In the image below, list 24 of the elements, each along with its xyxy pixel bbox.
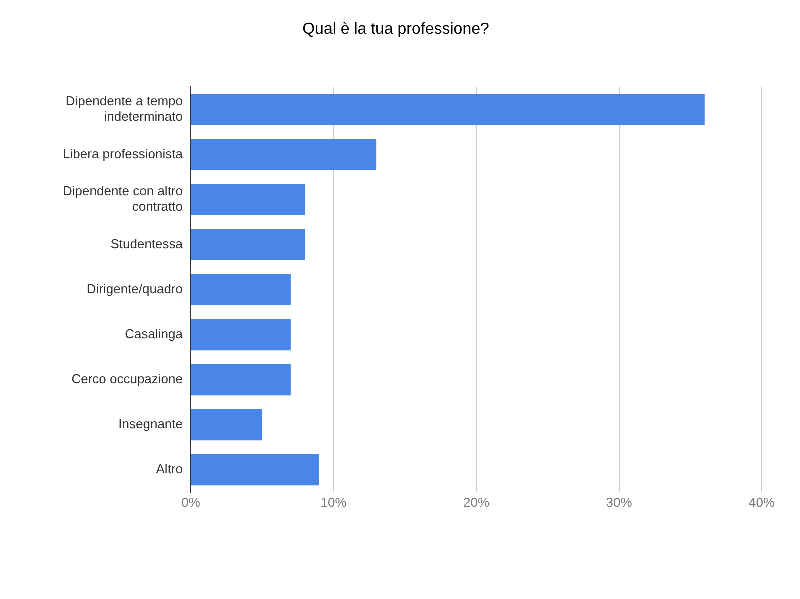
bar [192, 364, 291, 396]
x-tick-label: 30% [606, 494, 633, 510]
y-tick-label: Insegnante [118, 416, 183, 432]
y-tick-label: Dipendente con altro contratto [63, 184, 183, 214]
y-tick-label: Cerco occupazione [72, 371, 183, 386]
x-tick-label: 10% [320, 494, 348, 510]
bar [192, 184, 306, 216]
bar [192, 229, 306, 261]
bar [192, 274, 291, 306]
y-tick-label: Dipendente a tempo indeterminato [66, 93, 183, 124]
x-tick-label: 0% [182, 494, 201, 510]
y-tick-label: Dirigente/quadro [86, 281, 183, 296]
y-tick-label: Libera professionista [63, 146, 184, 162]
y-tick-label: Altro [156, 461, 183, 476]
bar [192, 94, 705, 126]
bar [192, 454, 320, 486]
bar [192, 409, 262, 441]
chart-title: Qual è la tua professione? [302, 21, 490, 38]
bar [192, 138, 377, 170]
bar [192, 319, 291, 351]
x-tick-label: 40% [748, 494, 776, 510]
y-tick-label: Studentessa [110, 236, 184, 252]
y-tick-label: Casalinga [125, 326, 184, 342]
x-tick-label: 20% [463, 494, 490, 510]
